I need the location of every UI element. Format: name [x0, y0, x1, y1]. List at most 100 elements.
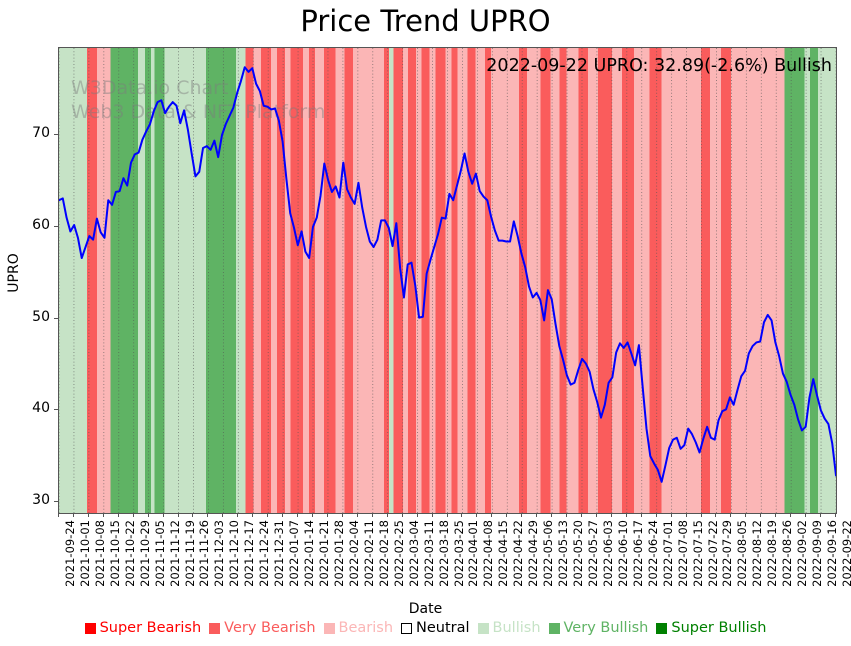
legend-item[interactable]: Very Bullish [548, 620, 649, 636]
price-annotation: 2022-09-22 UPRO: 32.89(-2.6%) Bullish [486, 56, 832, 76]
x-tick-label: 2022-01-28 [331, 520, 346, 587]
x-tick-mark [730, 513, 732, 517]
x-tick-mark [102, 513, 104, 517]
x-tick-mark [760, 513, 762, 517]
legend-label: Super Bullish [671, 620, 767, 636]
x-tick-label: 2021-12-31 [272, 520, 287, 587]
x-tick-label: 2022-02-11 [361, 520, 376, 587]
x-tick-label: 2022-03-25 [451, 520, 466, 587]
x-tick-mark [237, 513, 239, 517]
legend-label: Bearish [338, 620, 394, 636]
x-tick-mark [551, 513, 553, 517]
legend-item[interactable]: Neutral [401, 620, 470, 636]
x-tick-label: 2022-03-04 [406, 520, 421, 587]
x-tick-mark [491, 513, 493, 517]
y-tick-label: 60 [32, 216, 50, 233]
legend-swatch-icon [401, 622, 413, 634]
x-tick-label: 2022-01-07 [287, 520, 302, 587]
x-tick-mark [655, 513, 657, 517]
x-tick-mark [745, 513, 747, 517]
legend-item[interactable]: Super Bearish [84, 620, 201, 636]
y-tick-label: 70 [32, 125, 50, 142]
plot-area: W3Data.io Chart Web3 Data & NFT Platform… [58, 47, 837, 514]
y-tick-label: 50 [32, 308, 50, 325]
y-tick-mark [54, 134, 58, 136]
x-tick-label: 2021-12-17 [242, 520, 257, 587]
x-tick-mark [820, 513, 822, 517]
legend: Super Bearish Very Bearish Bearish Neutral B… [0, 620, 851, 636]
x-tick-mark [356, 513, 358, 517]
y-tick-label: 30 [32, 491, 50, 508]
x-tick-label: 2021-10-08 [92, 520, 107, 587]
legend-item[interactable]: Bearish [323, 620, 394, 636]
y-tick-mark [54, 317, 58, 319]
x-tick-label: 2022-04-01 [466, 520, 481, 587]
x-tick-mark [341, 513, 343, 517]
x-tick-mark [446, 513, 448, 517]
x-tick-mark [416, 513, 418, 517]
x-tick-label: 2021-11-12 [167, 520, 182, 587]
x-tick-label: 2021-10-15 [107, 520, 122, 587]
x-tick-label: 2022-04-15 [496, 520, 511, 587]
x-tick-mark [835, 513, 836, 517]
x-tick-label: 2022-05-20 [571, 520, 586, 587]
legend-swatch-icon [548, 622, 560, 634]
x-tick-mark [610, 513, 612, 517]
regime-bands [59, 48, 836, 513]
legend-item[interactable]: Bullish [477, 620, 541, 636]
x-tick-label: 2022-01-14 [302, 520, 317, 587]
x-tick-mark [700, 513, 702, 517]
legend-swatch-icon [323, 622, 335, 634]
legend-item[interactable]: Super Bullish [656, 620, 766, 636]
x-tick-mark [147, 513, 149, 517]
x-tick-mark [506, 513, 508, 517]
x-tick-mark [312, 513, 314, 517]
x-tick-mark [461, 513, 463, 517]
x-tick-label: 2022-04-08 [481, 520, 496, 587]
x-tick-label: 2022-07-29 [720, 520, 735, 587]
x-tick-label: 2022-04-22 [511, 520, 526, 587]
x-axis: 2021-09-24 2021-10-01 2021-10-08 2021-10-15… [58, 513, 851, 613]
x-tick-label: 2021-11-19 [182, 520, 197, 587]
x-tick-label: 2022-03-18 [436, 520, 451, 587]
x-tick-label: 2022-08-05 [735, 520, 750, 587]
y-tick-mark [54, 500, 58, 502]
x-tick-label: 2022-07-22 [705, 520, 720, 587]
x-tick-label: 2022-08-26 [780, 520, 795, 587]
x-tick-mark [297, 513, 299, 517]
x-tick-mark [401, 513, 403, 517]
x-tick-mark [252, 513, 254, 517]
x-tick-mark [476, 513, 478, 517]
x-tick-label: 2022-06-24 [645, 520, 660, 587]
x-tick-label: 2022-05-13 [556, 520, 571, 587]
x-tick-label: 2022-02-18 [376, 520, 391, 587]
x-tick-mark [775, 513, 777, 517]
x-tick-label: 2022-02-04 [346, 520, 361, 587]
x-tick-mark [580, 513, 582, 517]
x-tick-mark [117, 513, 119, 517]
x-tick-mark [640, 513, 642, 517]
x-tick-label: 2022-04-29 [526, 520, 541, 587]
y-axis-title: UPRO [6, 253, 22, 293]
x-tick-mark [670, 513, 672, 517]
legend-label: Very Bullish [563, 620, 649, 636]
x-tick-mark [267, 513, 269, 517]
legend-swatch-icon [84, 622, 96, 634]
legend-swatch-icon [209, 622, 221, 634]
x-tick-mark [132, 513, 134, 517]
x-tick-mark [805, 513, 807, 517]
x-tick-mark [371, 513, 373, 517]
legend-label: Bullish [492, 620, 541, 636]
x-tick-mark [566, 513, 568, 517]
x-tick-label: 2022-06-10 [615, 520, 630, 587]
legend-item[interactable]: Very Bearish [209, 620, 316, 636]
x-tick-label: 2021-09-24 [63, 520, 77, 587]
x-tick-mark [162, 513, 164, 517]
x-axis-title: Date [408, 601, 443, 617]
x-tick-mark [386, 513, 388, 517]
y-axis: 30 40 50 60 70 [0, 0, 50, 646]
x-tick-mark [282, 513, 284, 517]
legend-swatch-icon [477, 622, 489, 634]
x-tick-mark [326, 513, 328, 517]
